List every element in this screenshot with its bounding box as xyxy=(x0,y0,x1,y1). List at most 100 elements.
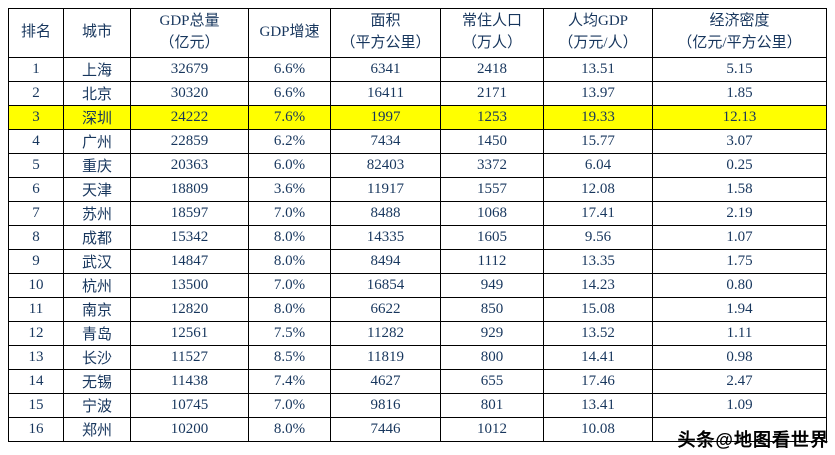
cell-rank: 5 xyxy=(8,153,64,178)
cell-city: 重庆 xyxy=(63,153,131,178)
table-body: 1 上海 32679 6.6% 6341 2418 13.51 5.15 2 北京 30320 6.6… xyxy=(8,57,827,442)
cell-gdp_growth: 3.6% xyxy=(248,177,331,202)
cell-gdp_per_capita: 9.56 xyxy=(543,225,653,250)
table-row: 3 深圳 24222 7.6% 1997 1253 19.33 12.13 xyxy=(8,105,827,130)
column-header-gdp_growth: GDP增速 xyxy=(248,8,331,58)
cell-gdp_total: 24222 xyxy=(130,105,249,130)
cell-city: 青岛 xyxy=(63,321,131,346)
cell-density: 12.13 xyxy=(652,105,827,130)
cell-gdp_per_capita: 15.08 xyxy=(543,297,653,322)
cell-area: 4627 xyxy=(330,369,441,394)
cell-rank: 2 xyxy=(8,81,64,106)
cell-gdp_per_capita: 13.41 xyxy=(543,393,653,418)
column-header-rank: 排名 xyxy=(8,8,64,58)
cell-gdp_total: 11438 xyxy=(130,369,249,394)
cell-gdp_per_capita: 17.46 xyxy=(543,369,653,394)
cell-gdp_growth: 6.6% xyxy=(248,81,331,106)
cell-density: 1.58 xyxy=(652,177,827,202)
cell-area: 11819 xyxy=(330,345,441,370)
cell-city: 杭州 xyxy=(63,273,131,298)
column-header-city: 城市 xyxy=(63,8,131,58)
column-header-area: 面积 （平方公里） xyxy=(330,8,441,58)
table-row: 11 南京 12820 8.0% 6622 850 15.08 1.94 xyxy=(8,297,827,322)
cell-population: 1450 xyxy=(440,129,544,154)
cell-rank: 12 xyxy=(8,321,64,346)
cell-rank: 10 xyxy=(8,273,64,298)
cell-gdp_total: 32679 xyxy=(130,57,249,82)
cell-gdp_growth: 7.6% xyxy=(248,105,331,130)
cell-city: 南京 xyxy=(63,297,131,322)
cell-gdp_per_capita: 13.51 xyxy=(543,57,653,82)
column-header-gdp_per_capita: 人均GDP （万元/人） xyxy=(543,8,653,58)
cell-density: 1.11 xyxy=(652,321,827,346)
cell-rank: 1 xyxy=(8,57,64,82)
cell-city: 北京 xyxy=(63,81,131,106)
cell-population: 2171 xyxy=(440,81,544,106)
cell-gdp_per_capita: 17.41 xyxy=(543,201,653,226)
cell-gdp_per_capita: 12.08 xyxy=(543,177,653,202)
cell-city: 宁波 xyxy=(63,393,131,418)
cell-area: 14335 xyxy=(330,225,441,250)
table-row: 12 青岛 12561 7.5% 11282 929 13.52 1.11 xyxy=(8,321,827,346)
column-header-line1: 城市 xyxy=(81,24,112,41)
cell-area: 82403 xyxy=(330,153,441,178)
cell-gdp_per_capita: 14.23 xyxy=(543,273,653,298)
cell-city: 上海 xyxy=(63,57,131,82)
table-row: 4 广州 22859 6.2% 7434 1450 15.77 3.07 xyxy=(8,129,827,154)
cell-gdp_growth: 8.0% xyxy=(248,297,331,322)
cell-area: 6622 xyxy=(330,297,441,322)
cell-gdp_total: 18809 xyxy=(130,177,249,202)
cell-gdp_per_capita: 15.77 xyxy=(543,129,653,154)
cell-population: 949 xyxy=(440,273,544,298)
cell-area: 16411 xyxy=(330,81,441,106)
table-row: 16 郑州 10200 8.0% 7446 1012 10.08 xyxy=(8,417,827,442)
table-row: 6 天津 18809 3.6% 11917 1557 12.08 1.58 xyxy=(8,177,827,202)
table-row: 13 长沙 11527 8.5% 11819 800 14.41 0.98 xyxy=(8,345,827,370)
cell-density: 0.25 xyxy=(652,153,827,178)
cell-city: 成都 xyxy=(63,225,131,250)
cell-gdp_total: 20363 xyxy=(130,153,249,178)
cell-density: 1.94 xyxy=(652,297,827,322)
cell-density: 1.09 xyxy=(652,393,827,418)
table-row: 15 宁波 10745 7.0% 9816 801 13.41 1.09 xyxy=(8,393,827,418)
column-header-line1: 常住人口 xyxy=(461,13,522,30)
table-row: 9 武汉 14847 8.0% 8494 1112 13.35 1.75 xyxy=(8,249,827,274)
cell-gdp_total: 12820 xyxy=(130,297,249,322)
cell-area: 1997 xyxy=(330,105,441,130)
table-row: 5 重庆 20363 6.0% 82403 3372 6.04 0.25 xyxy=(8,153,827,178)
column-header-line1: GDP总量 xyxy=(159,13,220,30)
column-header-gdp_total: GDP总量 （亿元） xyxy=(130,8,249,58)
cell-population: 3372 xyxy=(440,153,544,178)
cell-density: 5.15 xyxy=(652,57,827,82)
cell-density: 0.80 xyxy=(652,273,827,298)
cell-gdp_total: 13500 xyxy=(130,273,249,298)
cell-gdp_per_capita: 14.41 xyxy=(543,345,653,370)
cell-density: 1.75 xyxy=(652,249,827,274)
column-header-line2: （平方公里） xyxy=(340,35,431,51)
cell-gdp_total: 15342 xyxy=(130,225,249,250)
cell-gdp_per_capita: 19.33 xyxy=(543,105,653,130)
cell-area: 8488 xyxy=(330,201,441,226)
cell-city: 苏州 xyxy=(63,201,131,226)
cell-gdp_per_capita: 6.04 xyxy=(543,153,653,178)
cell-population: 2418 xyxy=(440,57,544,82)
column-header-line2: （亿元） xyxy=(159,35,220,51)
cell-rank: 4 xyxy=(8,129,64,154)
cell-area: 7434 xyxy=(330,129,441,154)
cell-rank: 3 xyxy=(8,105,64,130)
cell-rank: 9 xyxy=(8,249,64,274)
column-header-line2: （亿元/平方公里） xyxy=(677,35,802,51)
table-row: 10 杭州 13500 7.0% 16854 949 14.23 0.80 xyxy=(8,273,827,298)
cell-city: 广州 xyxy=(63,129,131,154)
cell-rank: 13 xyxy=(8,345,64,370)
column-header-line1: 面积 xyxy=(370,13,401,30)
cell-rank: 16 xyxy=(8,417,64,442)
cell-gdp_growth: 8.0% xyxy=(248,249,331,274)
header-row: 排名 城市 GDP总量 （亿元） GDP增速 面积 （平方公里） 常住人口 （万人） 人均GDP （… xyxy=(8,8,827,58)
column-header-line1: 排名 xyxy=(20,24,51,41)
watermark: 头条@地图看世界 xyxy=(677,430,829,450)
cell-population: 801 xyxy=(440,393,544,418)
cell-gdp_total: 18597 xyxy=(130,201,249,226)
cell-gdp_growth: 8.0% xyxy=(248,417,331,442)
